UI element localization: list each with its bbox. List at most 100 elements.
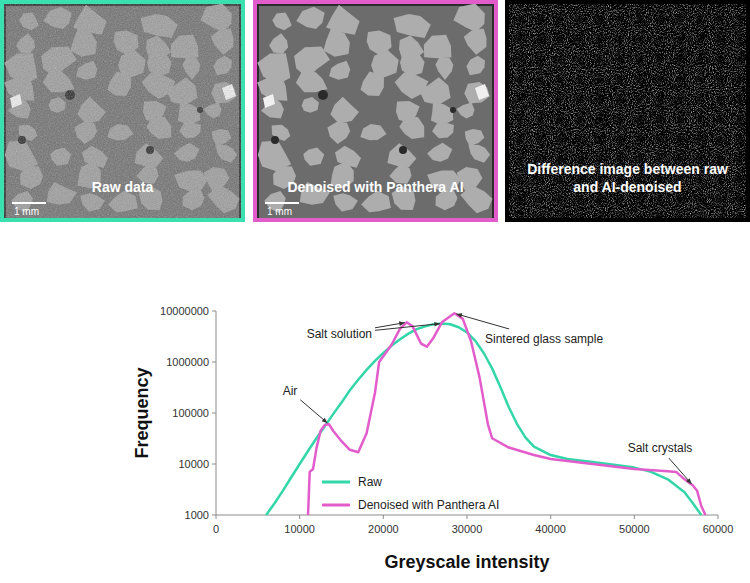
glass-grain [330,97,359,124]
glass-grain [432,123,454,139]
glass-grain [303,147,324,165]
glass-grain [460,185,492,213]
x-tick [550,515,551,519]
x-tick [216,515,217,519]
image-panel [0,0,245,222]
glass-grain [302,97,319,113]
annotation-patch [281,383,300,399]
scale-bar-label: 1 mm [267,206,292,217]
x-tick-label: 10000 [284,523,315,535]
scale-bar [265,202,299,204]
glass-grain [269,33,288,53]
annotation-arrowhead [399,321,405,326]
panel-border [2,2,243,220]
series-group [266,313,705,515]
glass-grain [457,102,475,118]
glass-grain [394,14,431,38]
annotation-arrow [456,314,509,329]
y-tick [212,515,216,516]
panel-border [255,2,496,220]
x-axis-title: Greyscale intensity [384,552,549,572]
annotation-label: Salt solution [307,327,372,341]
pore [318,90,328,100]
panel-label-line: Raw data [92,179,154,195]
x-tick-label: 20000 [368,523,399,535]
noise-overlay [505,0,750,222]
panel-label: Denoised with Panthera AI [287,179,463,195]
noise-overlay [0,0,245,222]
annotation-label: Sintered glass sample [485,332,603,346]
pore [399,146,407,154]
glass-grain [360,124,386,140]
glass-grain [453,4,484,32]
panel-label-line: Difference image between raw [527,161,728,177]
x-tick-label: 50000 [619,523,650,535]
scale-bar [12,202,46,204]
legend-swatch [322,481,350,484]
annotation-patch [483,331,605,347]
legend-label: Raw [358,475,382,489]
annotation-arrow [300,400,327,423]
panel-label: Raw data [92,179,154,195]
image-panel [505,0,750,222]
image-background [505,0,750,222]
annotation-arrowhead [434,322,440,327]
image-background [253,0,498,222]
glass-grain [431,101,453,125]
panel-label-line: Denoised with Panthera AI [287,179,463,195]
glass-grain [323,28,350,56]
y-tick-label: 10000 [178,458,209,470]
x-tick-label: 40000 [535,523,566,535]
series-line [308,313,705,515]
glass-grain [468,144,490,162]
scale-bar-label: 1 mm [14,206,39,217]
glass-grain [419,77,450,105]
glass-grain [361,72,385,96]
image-background [0,0,245,222]
annotation-arrow [375,324,440,331]
x-tick [634,515,635,519]
y-tick-label: 1000 [185,509,209,521]
page: Raw data 1 mm Denoised with Panthera AI 1 m… [0,0,750,583]
glass-grain [427,143,452,162]
glass-grain [296,71,328,92]
pore [271,136,279,144]
y-tick-label: 10000000 [160,305,209,317]
glass-grain [400,52,425,77]
glass-grain [424,35,452,59]
y-axis-title: Frequency [132,367,152,458]
annotation-arrowhead [456,313,462,317]
series-line [266,323,701,515]
pore [450,107,456,113]
glass-grain [464,28,487,54]
x-tick-label: 60000 [703,523,734,535]
salt-crystal [263,94,275,108]
glass-grain [465,129,485,146]
glass-grain [329,61,350,80]
glass-grain [272,12,291,30]
annotation-arrowhead [686,478,691,484]
annotation-patch [305,326,374,342]
sample-region [259,6,492,218]
x-tick [718,515,719,519]
legend-label: Denoised with Panthera AI [358,498,499,512]
annotation-arrowhead [322,418,328,423]
image-panel [253,0,498,222]
y-tick-label: 1000000 [166,356,209,368]
y-tick-label: 100000 [172,407,209,419]
annotation-patch [626,440,695,456]
y-tick [212,311,216,312]
annotation-arrow [669,458,692,484]
glass-grain [464,82,489,104]
panel-border [507,2,748,220]
y-tick [212,413,216,414]
legend-swatch [322,504,350,507]
annotation-label: Air [283,384,298,398]
x-tick [299,515,300,519]
glass-grain [333,193,358,211]
glass-grain [327,122,350,144]
y-tick [212,464,216,465]
glass-grain [466,56,485,75]
glass-grain [296,7,324,29]
glass-grain [399,117,424,139]
